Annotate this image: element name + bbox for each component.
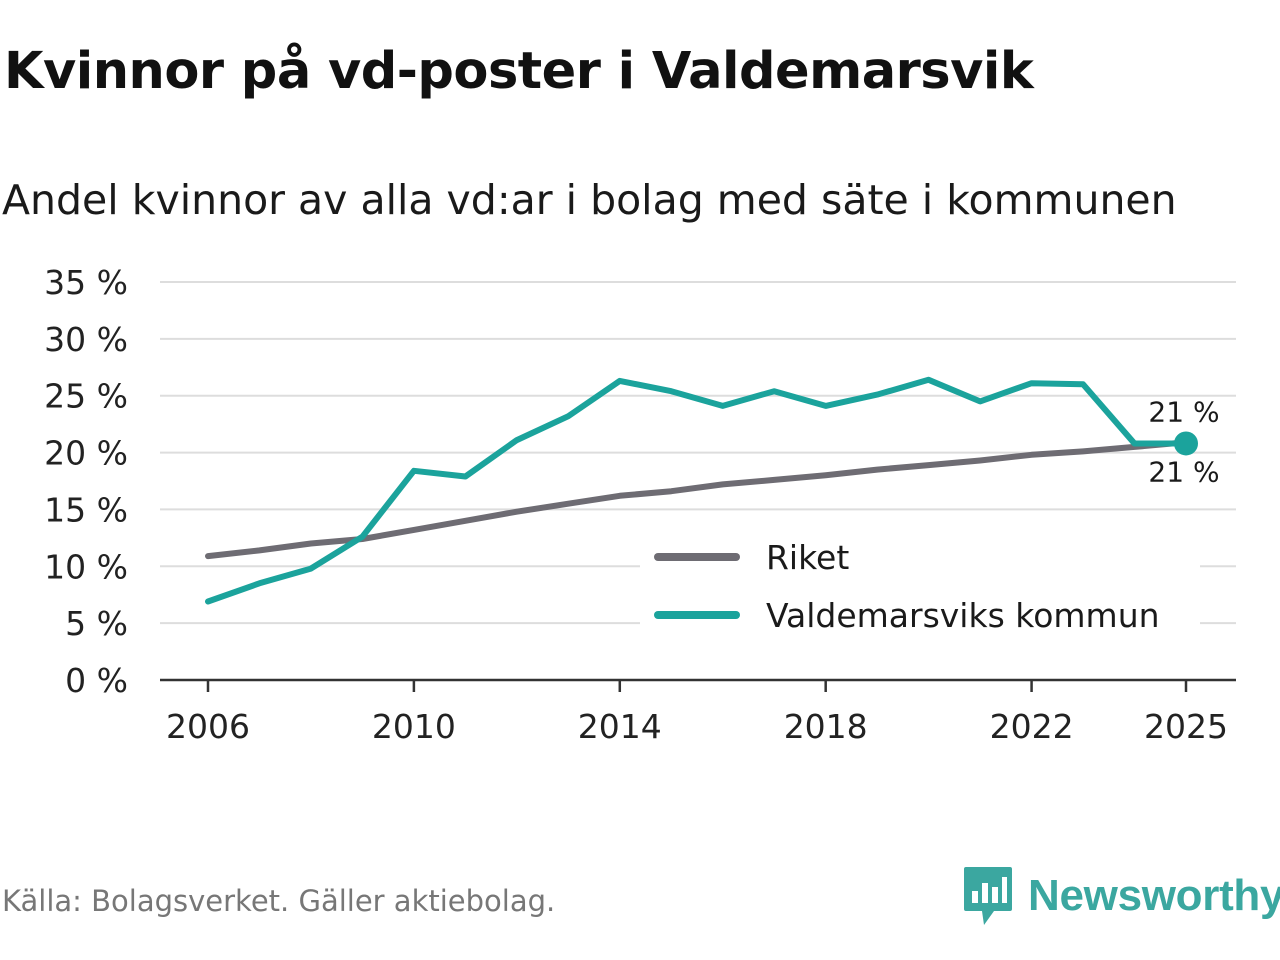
y-tick-label-0: 0 %	[65, 661, 128, 700]
x-tick-label-2025: 2025	[1144, 707, 1228, 746]
brand-logo: Newsworthy	[962, 864, 1280, 928]
series-line-kommun	[205, 376, 1189, 605]
legend-label-riket: Riket	[766, 538, 849, 577]
y-tick-label-15: 15 %	[44, 490, 128, 529]
legend: Riket Valdemarsviks kommun	[640, 528, 1200, 648]
end-labels: 21 % 21 %	[1148, 395, 1219, 488]
x-tick-label-2006: 2006	[166, 707, 250, 746]
y-tick-label-35: 35 %	[44, 263, 128, 302]
y-tick-label-20: 20 %	[44, 434, 128, 473]
y-tick-label-25: 25 %	[44, 377, 128, 416]
x-tick-label-2018: 2018	[784, 707, 868, 746]
series	[205, 376, 1198, 605]
legend-label-kommun: Valdemarsviks kommun	[766, 596, 1160, 635]
brand-name: Newsworthy	[1028, 871, 1280, 920]
end-point-marker-kommun	[1174, 431, 1198, 456]
y-tick-label-30: 30 %	[44, 320, 128, 359]
source-note: Källa: Bolagsverket. Gäller aktiebolag.	[2, 884, 556, 918]
x-tick-label-2022: 2022	[990, 707, 1074, 746]
y-tick-label-10: 10 %	[44, 547, 128, 586]
end-label-riket: 21 %	[1148, 455, 1219, 488]
legend-background	[640, 528, 1200, 648]
series-line-riket	[205, 439, 1189, 560]
chart-subtitle: Andel kvinnor av alla vd:ar i bolag med …	[2, 176, 1177, 224]
end-label-kommun: 21 %	[1148, 395, 1219, 428]
newsworthy-logo-icon	[964, 867, 1012, 925]
axes: 0 % 5 % 10 % 15 % 20 % 25 % 30 % 35 % 2006 2010 20…	[44, 263, 1236, 746]
x-tick-label-2014: 2014	[578, 707, 662, 746]
x-tick-label-2010: 2010	[372, 707, 456, 746]
chart-title: Kvinnor på vd-poster i Valdemarsvik	[4, 42, 1034, 101]
y-tick-label-5: 5 %	[65, 604, 128, 643]
